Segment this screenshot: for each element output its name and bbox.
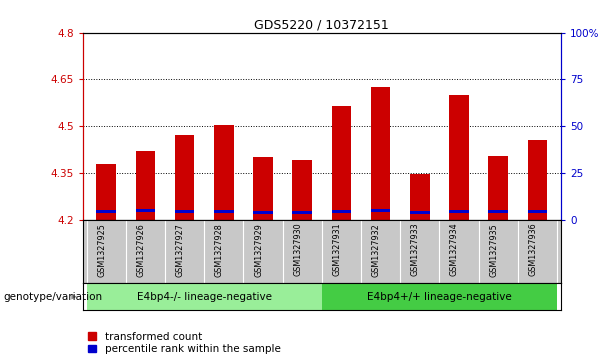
Legend: transformed count, percentile rank within the sample: transformed count, percentile rank withi… xyxy=(88,331,281,354)
Bar xyxy=(175,210,194,213)
Bar xyxy=(332,210,351,213)
Text: E4bp4-/- lineage-negative: E4bp4-/- lineage-negative xyxy=(137,292,272,302)
Bar xyxy=(96,210,116,213)
Bar xyxy=(489,210,508,213)
Text: GSM1327928: GSM1327928 xyxy=(215,223,224,277)
Text: GSM1327934: GSM1327934 xyxy=(450,223,459,276)
Text: GSM1327927: GSM1327927 xyxy=(176,223,185,277)
Bar xyxy=(332,106,351,220)
Text: GSM1327929: GSM1327929 xyxy=(254,223,263,277)
Text: E4bp4+/+ lineage-negative: E4bp4+/+ lineage-negative xyxy=(367,292,512,302)
Title: GDS5220 / 10372151: GDS5220 / 10372151 xyxy=(254,19,389,32)
Bar xyxy=(371,209,390,212)
Bar xyxy=(253,211,273,214)
Bar xyxy=(371,87,390,220)
Bar xyxy=(253,157,273,220)
Bar xyxy=(292,211,312,214)
Text: genotype/variation: genotype/variation xyxy=(3,292,102,302)
Text: GSM1327925: GSM1327925 xyxy=(97,223,106,277)
Bar xyxy=(96,164,116,220)
Bar xyxy=(86,283,322,310)
Bar xyxy=(214,210,234,213)
Text: GSM1327932: GSM1327932 xyxy=(371,223,381,277)
Bar xyxy=(528,140,547,220)
Bar xyxy=(528,210,547,213)
Text: GSM1327935: GSM1327935 xyxy=(489,223,498,277)
Bar xyxy=(322,283,557,310)
Text: GSM1327931: GSM1327931 xyxy=(332,223,341,276)
Bar xyxy=(449,95,469,220)
Bar xyxy=(135,209,155,212)
Bar xyxy=(214,125,234,220)
Bar xyxy=(410,175,430,220)
Text: GSM1327936: GSM1327936 xyxy=(528,223,538,276)
Text: GSM1327930: GSM1327930 xyxy=(293,223,302,276)
Bar xyxy=(292,160,312,220)
Bar xyxy=(489,156,508,220)
Bar xyxy=(175,135,194,220)
Bar xyxy=(449,210,469,213)
Text: GSM1327933: GSM1327933 xyxy=(411,223,420,276)
Bar xyxy=(410,211,430,214)
Text: GSM1327926: GSM1327926 xyxy=(137,223,145,277)
Bar xyxy=(135,151,155,220)
